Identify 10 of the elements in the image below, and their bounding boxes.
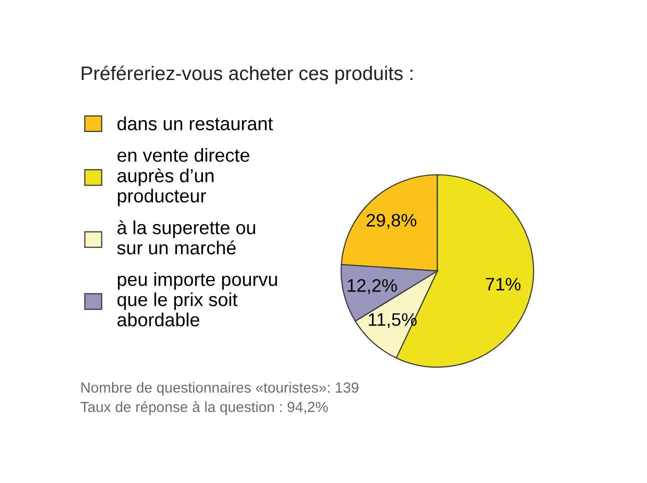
- legend-label: dans un restaurant: [117, 116, 273, 130]
- legend-label: à la superette ou sur un marché: [117, 220, 256, 254]
- data-label: 12,2%: [348, 279, 397, 294]
- data-label: 29,8%: [366, 214, 416, 229]
- legend-label: peu importe pourvu que le prix soit abordable: [117, 272, 277, 326]
- data-label: 71%: [486, 278, 521, 290]
- chart-title: Préféreriez-vous acheter ces produits :: [82, 66, 412, 84]
- legend-label: en vente directe auprès d’un producteur: [117, 148, 250, 206]
- text: Nombre de questionnaires «touristes»: 139: [81, 382, 358, 396]
- text: Taux de réponse à la question : 94,2%: [80, 401, 328, 416]
